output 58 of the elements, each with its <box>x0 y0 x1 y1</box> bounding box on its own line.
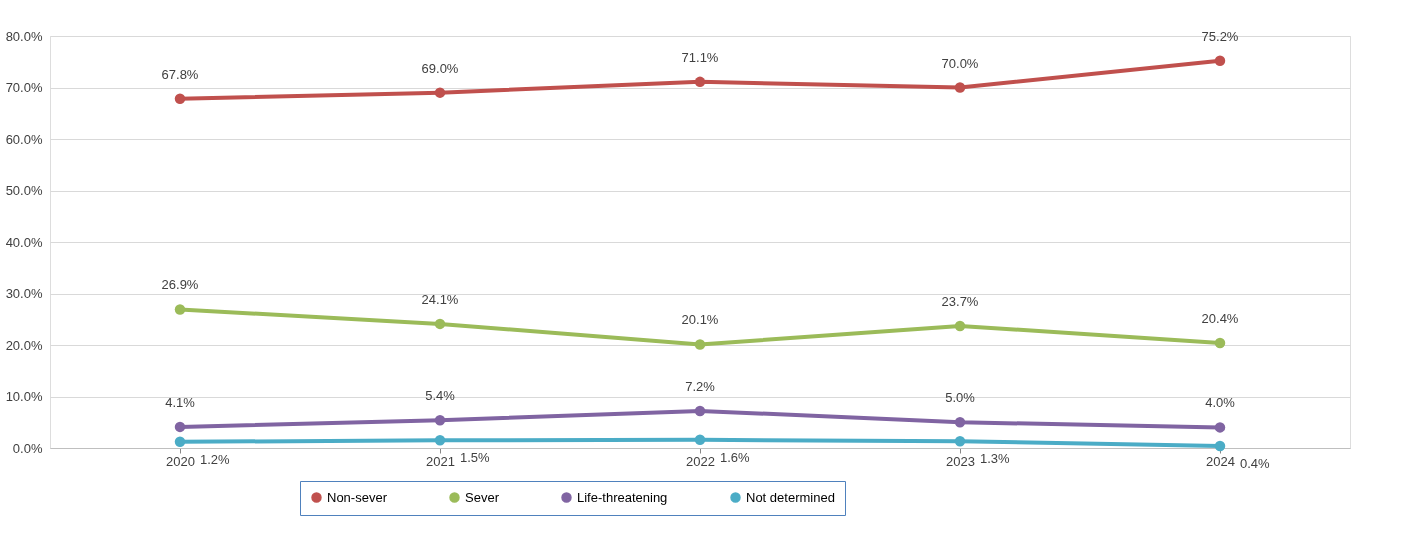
x-tick-label: 2022 <box>686 453 715 469</box>
legend-label: Life-threatening <box>577 489 668 505</box>
point <box>434 435 446 446</box>
point <box>694 76 706 88</box>
point <box>954 320 966 332</box>
x-tick-label: 2021 <box>426 453 455 469</box>
data-label: 5.0% <box>945 390 976 406</box>
legend-label: Non-sever <box>327 489 388 505</box>
data-label: 20.4% <box>1201 310 1239 326</box>
x-tick-label: 2023 <box>946 453 975 469</box>
data-label: 69.0% <box>421 60 459 76</box>
point <box>434 318 446 330</box>
point <box>954 417 966 428</box>
data-label: 20.1% <box>681 312 719 328</box>
point <box>434 414 446 426</box>
data-label: 1.5% <box>460 450 491 466</box>
data-label: 7.2% <box>685 378 716 394</box>
point <box>174 93 186 105</box>
x-tick-label: 2024 <box>1206 453 1235 469</box>
point <box>954 82 966 93</box>
data-label: 24.1% <box>421 291 459 307</box>
point <box>174 421 186 433</box>
data-label: 71.1% <box>681 49 719 65</box>
data-label: 75.2% <box>1201 28 1239 44</box>
point <box>694 434 706 445</box>
point <box>174 436 186 448</box>
y-tick-label: 40.0% <box>5 234 43 250</box>
y-tick-label: 0.0% <box>12 440 43 456</box>
point <box>954 436 966 447</box>
point <box>434 87 446 98</box>
point <box>694 405 706 417</box>
legend-label: Not determined <box>746 489 835 505</box>
y-tick-label: 10.0% <box>5 389 43 404</box>
data-label: 1.3% <box>980 451 1011 467</box>
data-label: 4.0% <box>1205 395 1236 411</box>
legend-label: Sever <box>465 489 500 505</box>
y-tick-label: 80.0% <box>5 28 43 44</box>
data-label: 5.4% <box>425 388 456 404</box>
x-tick-label: 2020 <box>166 453 195 469</box>
y-tick-label: 30.0% <box>5 286 43 301</box>
point <box>1214 422 1226 433</box>
y-tick-label: 60.0% <box>5 131 43 147</box>
y-tick-label: 50.0% <box>5 183 43 198</box>
y-tick-label: 70.0% <box>5 80 43 95</box>
point <box>1214 337 1226 349</box>
point <box>174 304 186 315</box>
data-label: 70.0% <box>941 55 979 71</box>
point <box>1214 440 1226 452</box>
data-label: 4.1% <box>165 394 196 410</box>
point <box>1214 55 1226 66</box>
data-label: 1.6% <box>720 449 751 465</box>
data-label: 0.4% <box>1240 455 1271 471</box>
data-label: 23.7% <box>941 293 979 309</box>
data-label: 1.2% <box>200 451 231 467</box>
point <box>694 339 706 350</box>
y-tick-label: 20.0% <box>5 337 43 353</box>
data-label: 26.9% <box>161 277 199 293</box>
data-label: 67.8% <box>161 66 199 82</box>
